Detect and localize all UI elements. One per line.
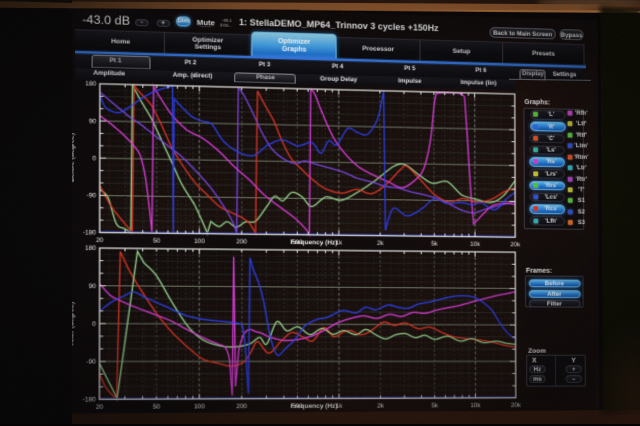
svg-text:90: 90 — [89, 283, 97, 290]
svg-text:20k: 20k — [511, 402, 522, 409]
svg-text:-90: -90 — [86, 359, 96, 366]
svg-text:-180: -180 — [83, 397, 97, 404]
svg-text:50: 50 — [153, 404, 161, 411]
svg-text:20k: 20k — [510, 242, 521, 249]
svg-text:10k: 10k — [470, 241, 481, 248]
svg-text:100: 100 — [194, 238, 205, 245]
svg-text:90: 90 — [89, 118, 97, 125]
svg-text:Before (degree): Before (degree) — [67, 133, 76, 182]
svg-text:200: 200 — [236, 403, 247, 410]
svg-text:180: 180 — [85, 81, 96, 88]
svg-text:2k: 2k — [377, 240, 384, 247]
svg-text:2k: 2k — [377, 403, 384, 410]
svg-text:10k: 10k — [470, 402, 481, 409]
svg-text:After (degree): After (degree) — [66, 302, 75, 346]
svg-text:5k: 5k — [431, 403, 438, 410]
svg-text:-180: -180 — [83, 230, 97, 237]
svg-text:200: 200 — [236, 239, 247, 246]
svg-text:Frequency (Hz): Frequency (Hz) — [290, 403, 337, 410]
svg-text:180: 180 — [85, 245, 96, 252]
svg-text:-90: -90 — [87, 192, 97, 199]
svg-text:100: 100 — [194, 404, 205, 411]
svg-text:20: 20 — [96, 237, 104, 244]
svg-text:Frequency (Hz): Frequency (Hz) — [290, 239, 337, 246]
svg-text:20: 20 — [96, 404, 104, 411]
svg-text:50: 50 — [153, 238, 161, 245]
svg-text:0: 0 — [92, 321, 96, 328]
svg-text:5k: 5k — [431, 241, 438, 248]
svg-text:0: 0 — [92, 155, 96, 162]
